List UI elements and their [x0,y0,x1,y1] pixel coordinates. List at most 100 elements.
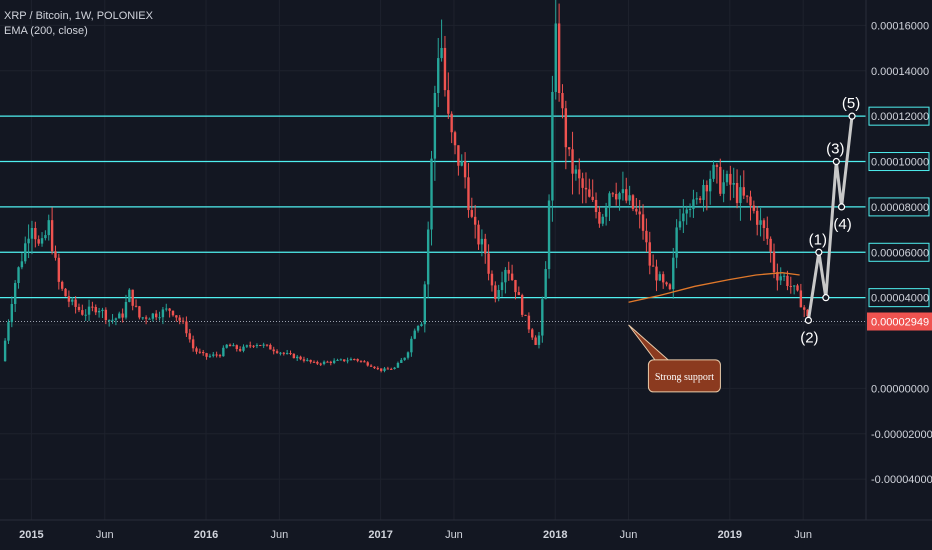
candle-body [64,288,67,297]
candle-body [460,161,463,166]
candle-body [789,285,792,287]
candle-body [514,280,517,293]
current-price-label: 0.00002949 [871,317,929,329]
candle-body [618,193,621,200]
candle-body [584,187,588,190]
level-price-tag [868,197,930,217]
candle-body [40,238,44,244]
candle-body [249,345,252,347]
callout-text: Strong support [655,372,714,383]
x-tick-label: 2015 [19,529,43,541]
candle-body [423,284,427,325]
candle-body [222,347,225,357]
candle-body [144,317,148,319]
candle-body [500,282,504,291]
candle-body [678,221,682,228]
candle-body [665,282,668,285]
candle-body [111,319,114,321]
candle-body [238,349,242,351]
candle-body [702,184,705,200]
candle-body [729,173,732,185]
candle-body [484,238,487,254]
candle-body [782,275,786,277]
chart-legend: XRP / Bitcoin, 1W, POLONIEX EMA (200, cl… [4,9,153,39]
candle-body [104,309,108,321]
candle-body [531,329,534,338]
candle-body [383,368,386,371]
candle-body [447,90,450,114]
x-tick-label: Jun [620,529,638,541]
indicator-title: EMA (200, close) [4,25,88,37]
candle-body [477,224,480,245]
candle-body [403,357,406,360]
candle-body [433,92,437,159]
candle-body [369,365,373,367]
candle-body [527,315,531,330]
candle-body [81,310,84,315]
candle-body [316,361,319,364]
price-axis[interactable]: 0.00016000 0.00014000 0.00012000 0.00010000… [867,20,932,486]
level-price-tag [868,152,930,172]
candle-body [672,257,675,290]
wave-point [804,316,812,324]
candle-body [799,290,803,308]
candle-body [34,227,37,240]
candle-body [806,309,809,317]
wave-label: (5) [842,95,860,112]
candle-body [497,290,500,299]
wave-path [806,115,854,321]
wave-label: (2) [800,329,818,346]
y-tick-label: 0.00016000 [871,20,929,32]
candle-body [225,344,228,348]
candle-body [504,269,507,283]
candle-body [376,368,380,370]
candle-body [762,220,766,229]
wave-label: (4) [833,216,851,233]
candle-body [742,187,745,196]
candle-body [379,368,383,371]
candle-body [453,132,457,146]
candle-body [581,178,584,188]
y-tick-label: 0.00014000 [871,66,929,78]
candle-body [756,210,759,225]
candle-body [638,211,641,215]
candle-body [400,359,403,363]
candle-body [265,344,269,346]
candle-body [346,360,349,362]
time-axis[interactable]: 2015 Jun 2016 Jun 2017 Jun 2018 Jun 2019 Jun [19,529,812,541]
candle-body [289,353,292,355]
candle-body [302,359,306,361]
candle-body [151,313,155,319]
candle-body [165,308,168,310]
candle-body [645,230,648,243]
candle-body [608,193,611,208]
candle-body [131,289,134,306]
candle-body [154,313,158,318]
candle-body [604,207,608,217]
candle-body [118,313,121,319]
candle-body [705,184,709,192]
y-tick-label: 0.00000000 [871,383,929,395]
candle-body [208,355,212,357]
candle-body [356,359,359,361]
candle-body [107,319,111,321]
candle-body [235,345,238,350]
candle-body [470,210,474,217]
candle-body [178,317,181,321]
candle-body [507,269,510,274]
strong-support-callout: Strong support [628,324,721,393]
candle-body [463,161,467,178]
candle-body [175,315,178,318]
candle-body [688,209,692,211]
candle-body [272,349,275,352]
wave-point [815,248,823,256]
candle-body [517,292,521,296]
candle-body [567,147,571,150]
symbol-title: XRP / Bitcoin, 1W, POLONIEX [4,10,153,22]
candle-body [779,276,782,281]
candle-body [299,356,302,360]
candle-body [17,267,20,284]
candle-body [205,353,208,357]
candle-body [44,235,47,239]
